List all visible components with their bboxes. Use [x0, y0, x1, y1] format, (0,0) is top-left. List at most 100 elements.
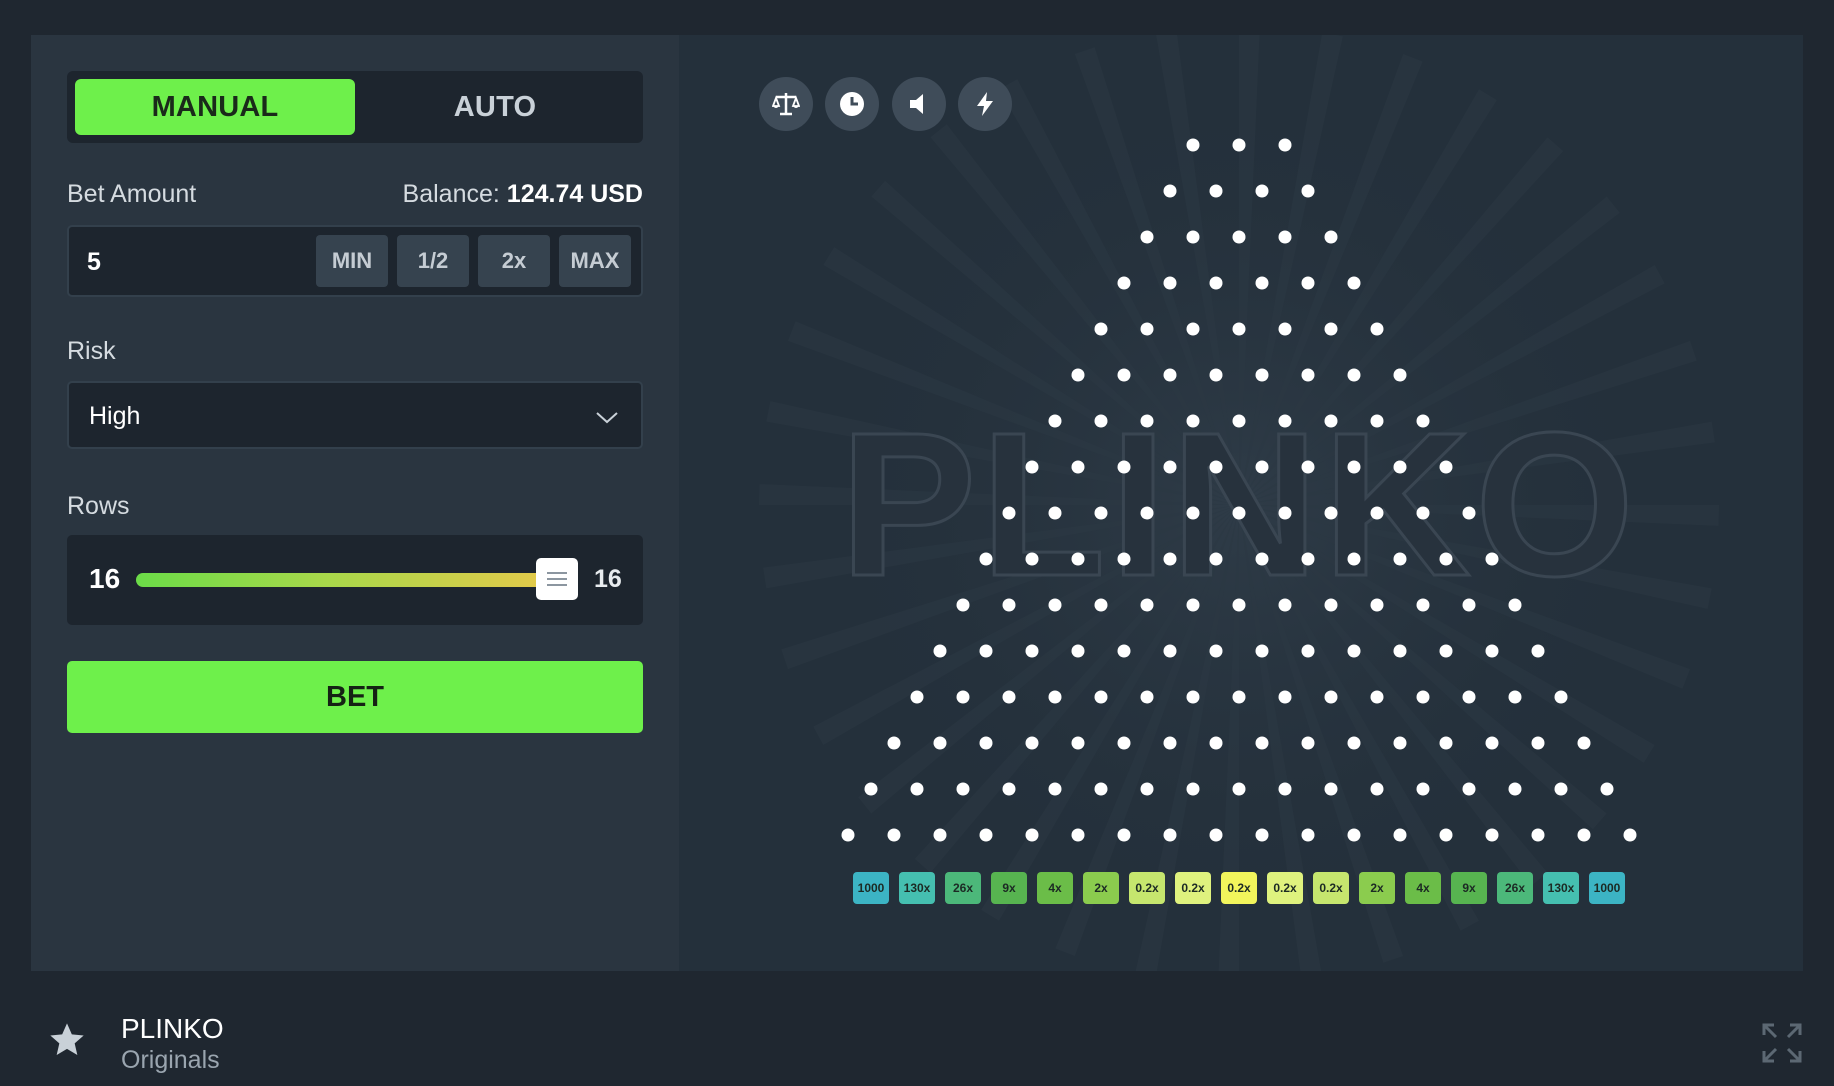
peg [1347, 736, 1361, 750]
peg [1554, 782, 1568, 796]
rows-slider-track[interactable] [136, 573, 556, 587]
peg [1301, 644, 1315, 658]
peg [1140, 506, 1154, 520]
peg [1393, 460, 1407, 474]
peg [1439, 460, 1453, 474]
multiplier-slot-bg [1543, 872, 1579, 904]
peg [1462, 506, 1476, 520]
peg [1577, 828, 1591, 842]
peg [1416, 598, 1430, 612]
fairness-button[interactable] [759, 77, 813, 131]
multiplier-label: 0.2x [1181, 881, 1205, 895]
multiplier-slot: 9x [1451, 872, 1487, 904]
multiplier-label: 0.2x [1273, 881, 1297, 895]
min-button[interactable]: MIN [316, 235, 388, 287]
multiplier-label: 2x [1094, 881, 1108, 895]
peg [1094, 782, 1108, 796]
peg [1324, 322, 1338, 336]
peg-grid [841, 138, 1637, 842]
multiplier-slot-bg [1451, 872, 1487, 904]
multiplier-slot: 1000 [853, 872, 889, 904]
multiplier-slot: 0.2x [1313, 872, 1349, 904]
peg [1186, 138, 1200, 152]
peg [1071, 736, 1085, 750]
peg [1002, 690, 1016, 704]
sound-button[interactable] [892, 77, 946, 131]
history-button[interactable] [825, 77, 879, 131]
peg [1025, 552, 1039, 566]
multiplier-slot-bg [899, 872, 935, 904]
peg [1301, 736, 1315, 750]
rows-slider-thumb[interactable] [536, 558, 578, 600]
background-ray [858, 505, 1239, 814]
peg [1278, 138, 1292, 152]
peg [1071, 368, 1085, 382]
turbo-button[interactable] [958, 77, 1012, 131]
multiplier-slot-bg [853, 872, 889, 904]
bet-amount-label: Bet Amount [67, 180, 197, 208]
peg [933, 736, 947, 750]
peg [1117, 276, 1131, 290]
peg [1485, 644, 1499, 658]
peg [1623, 828, 1637, 842]
bet-amount-input[interactable]: 5 [87, 248, 101, 276]
peg [1462, 690, 1476, 704]
peg [1186, 414, 1200, 428]
peg [1347, 828, 1361, 842]
rows-value: 16 [89, 563, 121, 594]
peg [1347, 460, 1361, 474]
peg [1209, 184, 1223, 198]
peg [1508, 690, 1522, 704]
peg [1140, 690, 1154, 704]
peg [1163, 736, 1177, 750]
peg [933, 644, 947, 658]
peg [1209, 460, 1223, 474]
background-ray [981, 505, 1239, 921]
half-button[interactable]: 1/2 [397, 235, 469, 287]
peg [1554, 690, 1568, 704]
game-title: PLINKO [121, 1013, 224, 1044]
background-ray [759, 484, 1239, 505]
fullscreen-icon[interactable] [1761, 1022, 1803, 1064]
board-canvas: PLINKO 1000 130x 26x 9x 4x 2x 0.2x 0.2x 0.2x 0.2x… [759, 35, 1719, 971]
manual-tab[interactable]: MANUAL [75, 79, 355, 135]
multiplier-slot: 4x [1405, 872, 1441, 904]
multiplier-slot: 130x [1543, 872, 1579, 904]
background-ray [787, 321, 1239, 505]
multiplier-label: 1000 [858, 881, 885, 895]
favorite-star-icon[interactable] [46, 1020, 88, 1060]
peg [1278, 598, 1292, 612]
auto-tab[interactable]: AUTO [453, 90, 537, 123]
multiplier-slot-bg [1129, 872, 1165, 904]
game-category: Originals [121, 1046, 220, 1074]
peg [1163, 552, 1177, 566]
multiplier-label: 26x [953, 881, 973, 895]
peg [1324, 414, 1338, 428]
peg [1393, 828, 1407, 842]
peg [1117, 368, 1131, 382]
peg [1117, 828, 1131, 842]
max-button[interactable]: MAX [559, 235, 631, 287]
background-ray [1239, 505, 1479, 931]
double-button[interactable]: 2x [478, 235, 550, 287]
multiplier-label: 0.2x [1227, 881, 1251, 895]
peg [1531, 736, 1545, 750]
peg [1209, 552, 1223, 566]
peg [1416, 690, 1430, 704]
risk-value: High [89, 402, 141, 430]
risk-select[interactable]: High [67, 381, 643, 449]
multiplier-slot-bg [1037, 872, 1073, 904]
bet-amount-field[interactable]: 5 MIN 1/2 2x MAX [67, 225, 643, 297]
peg [1324, 598, 1338, 612]
background-ray [1239, 505, 1404, 963]
peg [1209, 736, 1223, 750]
peg [1140, 322, 1154, 336]
peg [1255, 828, 1269, 842]
bet-button[interactable]: BET [67, 661, 643, 733]
background-ray [1239, 196, 1620, 505]
peg [1347, 552, 1361, 566]
peg [1255, 552, 1269, 566]
peg [1439, 552, 1453, 566]
background-ray [1239, 53, 1423, 505]
peg [1071, 828, 1085, 842]
